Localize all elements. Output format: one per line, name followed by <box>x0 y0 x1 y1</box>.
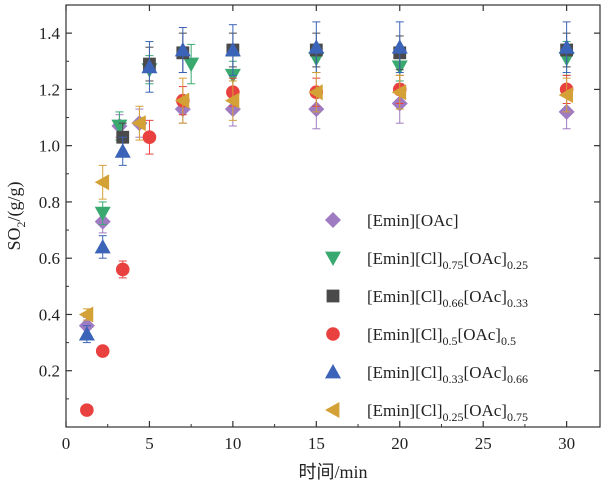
data-point <box>308 39 325 54</box>
legend-label-part: [OAc] <box>464 249 507 268</box>
x-tick-label: 5 <box>145 434 154 453</box>
data-point <box>94 174 110 191</box>
data-point <box>141 58 158 74</box>
plot-frame <box>65 4 601 428</box>
x-tick-label: 10 <box>224 434 241 453</box>
data-point <box>174 42 191 57</box>
legend-label-sub: 0.5 <box>501 334 516 348</box>
legend-label-sub: 0.66 <box>507 372 528 386</box>
y-tick-label: 1.4 <box>39 24 61 43</box>
x-tick-label: 15 <box>308 434 325 453</box>
legend-label-part: [Emin][OAc] <box>367 211 459 230</box>
y-tick-label: 1.0 <box>39 137 60 156</box>
data-point <box>94 238 111 254</box>
data-point <box>95 344 110 358</box>
legend-label-part: [Emin][Cl] <box>367 325 443 344</box>
y-tick-label: 0.6 <box>39 249 60 268</box>
legend-marker <box>325 402 340 418</box>
data-point <box>80 403 94 417</box>
legend-label-sub: 0.5 <box>443 334 458 348</box>
legend-entry-2: [Emin][Cl]0.75[OAc]0.25 <box>325 249 528 272</box>
legend-label-sub: 0.25 <box>507 258 528 272</box>
data-point <box>78 326 95 341</box>
legend: [Emin][OAc][Emin][Cl]0.75[OAc]0.25[Emin]… <box>325 211 528 424</box>
legend-marker <box>325 251 341 266</box>
data-point <box>224 92 240 109</box>
data-point <box>558 87 574 104</box>
y-axis-title-main: SO <box>4 227 24 250</box>
legend-label-sub: 0.25 <box>443 410 464 424</box>
series-5 <box>78 21 575 344</box>
x-tick-label: 0 <box>62 434 71 453</box>
data-point <box>183 57 200 73</box>
data-point <box>114 143 131 158</box>
x-tick-label: 20 <box>391 434 408 453</box>
series-2 <box>94 41 575 225</box>
legend-label-sub: 0.33 <box>507 296 528 310</box>
legend-marker <box>326 289 340 303</box>
legend-label-part: [Emin][Cl] <box>367 401 443 420</box>
legend-label: [Emin][Cl]0.5[OAc]0.5 <box>367 325 516 348</box>
axes: 0 5 10 15 20 25 30 0.2 0.4 0.6 0.8 1.0 1.2 1.4 时间/min S… <box>4 4 601 482</box>
y-axis-title: SO2/(g/g) <box>4 181 28 250</box>
y-tick-label: 0.8 <box>39 193 60 212</box>
legend-label-part: [Emin][Cl] <box>367 249 443 268</box>
x-tick-label: 30 <box>558 434 575 453</box>
legend-label: [Emin][Cl]0.25[OAc]0.75 <box>367 401 528 424</box>
series-6 <box>78 72 574 323</box>
x-axis-title: 时间/min <box>298 462 367 482</box>
y-tick-label: 0.4 <box>39 305 61 324</box>
legend-label-sub: 0.75 <box>507 410 528 424</box>
x-tick-label: 25 <box>475 434 492 453</box>
legend-marker <box>325 212 341 228</box>
data-point <box>115 262 130 277</box>
legend-label-part: [Emin][Cl] <box>367 363 443 382</box>
data-point <box>94 206 111 222</box>
legend-marker <box>325 364 341 379</box>
legend-label: [Emin][Cl]0.33[OAc]0.66 <box>367 363 528 386</box>
data-point <box>174 92 190 109</box>
legend-entry-5: [Emin][Cl]0.33[OAc]0.66 <box>325 363 528 386</box>
legend-label-part: [OAc] <box>464 287 507 306</box>
legend-label-part: [OAc] <box>464 363 507 382</box>
data-point <box>308 84 323 101</box>
legend-label: [Emin][Cl]0.66[OAc]0.33 <box>367 287 528 310</box>
data-point <box>224 42 241 57</box>
legend-label-sub: 0.66 <box>443 296 464 310</box>
legend-label: [Emin][Cl]0.75[OAc]0.25 <box>367 249 528 272</box>
plot-area <box>78 21 575 417</box>
y-axis-title-rest: /(g/g) <box>4 181 25 221</box>
legend-label-part: [OAc] <box>464 401 507 420</box>
legend-label-sub: 0.33 <box>443 372 464 386</box>
data-point <box>558 39 575 54</box>
data-point <box>142 130 157 145</box>
legend-entry-1: [Emin][OAc] <box>325 211 459 230</box>
legend-marker <box>326 327 340 341</box>
data-point <box>224 68 241 84</box>
y-tick-label: 1.2 <box>39 80 60 99</box>
legend-label: [Emin][OAc] <box>367 211 459 230</box>
legend-entry-6: [Emin][Cl]0.25[OAc]0.75 <box>325 401 528 424</box>
data-point <box>391 39 408 54</box>
y-axis-title-sub: 2 <box>14 221 28 227</box>
legend-label-sub: 0.75 <box>443 258 464 272</box>
legend-label-part: [Emin][Cl] <box>367 287 443 306</box>
data-point <box>391 84 407 101</box>
legend-label-part: [OAc] <box>458 325 501 344</box>
data-point <box>78 306 94 323</box>
data-point <box>131 115 146 132</box>
legend-entry-4: [Emin][Cl]0.5[OAc]0.5 <box>326 325 516 348</box>
legend-entry-3: [Emin][Cl]0.66[OAc]0.33 <box>326 287 528 310</box>
y-tick-label: 0.2 <box>39 362 60 381</box>
